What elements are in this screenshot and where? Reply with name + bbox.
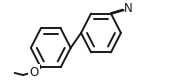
Text: N: N bbox=[124, 2, 132, 15]
Text: O: O bbox=[30, 66, 39, 79]
